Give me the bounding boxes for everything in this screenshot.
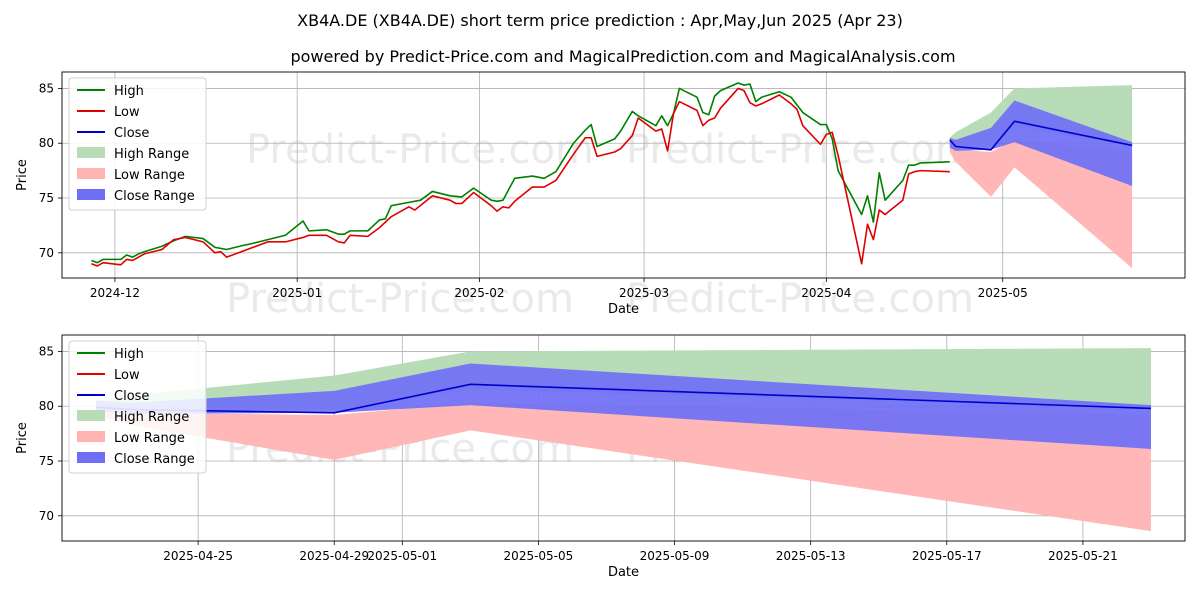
legend-label-close: Close [114, 389, 149, 404]
legend-label-close-range: Close Range [114, 452, 195, 467]
low-series-line [91, 87, 950, 267]
legend-label-low: Low [114, 368, 140, 383]
x-axis-label: Date [608, 302, 639, 317]
legend-label-close-range: Close Range [114, 189, 195, 204]
x-tick-label: 2025-05-17 [912, 549, 982, 563]
plot-frame [61, 334, 1186, 542]
x-tick-label: 2025-05-01 [367, 549, 437, 563]
close-range-band [949, 100, 1133, 186]
legend-label-high-range: High Range [114, 147, 189, 162]
y-tick-label: 70 [39, 246, 54, 260]
x-tick-label: 2025-02 [454, 286, 504, 300]
legend-label-high: High [114, 84, 144, 99]
chart-panel-1: Predict-Price.com Predict-Price.com Predic… [15, 71, 1186, 322]
x-tick-label: 2025-04-29 [299, 549, 369, 563]
legend-swatch-high-range [77, 147, 105, 158]
chart-subtitle: powered by Predict-Price.com and Magical… [290, 47, 955, 66]
y-tick-label: 70 [39, 509, 54, 523]
legend-swatch-low-range [77, 168, 105, 179]
x-tick-label: 2025-05 [978, 286, 1028, 300]
plot-frame [61, 71, 1186, 279]
x-tick-label: 2025-05-09 [640, 549, 710, 563]
legend-swatch-high-range [77, 410, 105, 421]
low-range-band [949, 139, 1133, 269]
y-tick-label: 75 [39, 454, 54, 468]
legend-label-close: Close [114, 126, 149, 141]
watermark-text: Predict-Price.com [226, 276, 574, 322]
watermark-text: Predict-Price.com [626, 127, 974, 173]
y-tick-label: 80 [39, 399, 54, 413]
x-tick-label: 2025-01 [272, 286, 322, 300]
x-tick-label: 2025-05-13 [776, 549, 846, 563]
legend-swatch-close-range [77, 452, 105, 463]
close-range-band [96, 363, 1151, 449]
low-range-band [96, 402, 1151, 532]
legend-swatch-low-range [77, 431, 105, 442]
chart-panel-2: Predict-Price.comPredict-Price.com2025-0… [15, 334, 1186, 580]
watermark-text: Predict-Price.com [246, 127, 594, 173]
close-series-line [949, 120, 1133, 151]
y-tick-label: 80 [39, 136, 54, 150]
x-tick-label: 2025-05-21 [1048, 549, 1118, 563]
legend-swatch-close-range [77, 189, 105, 200]
x-tick-label: 2024-12 [90, 286, 140, 300]
x-tick-label: 2025-03 [619, 286, 669, 300]
x-axis-label: Date [608, 565, 639, 580]
x-tick-label: 2025-04 [801, 286, 851, 300]
legend: High Low Close High Range Low Range Close Ran… [68, 340, 207, 474]
y-tick-label: 75 [39, 191, 54, 205]
y-axis-label: Price [15, 159, 30, 191]
y-axis-label: Price [15, 422, 30, 454]
legend-label-low: Low [114, 105, 140, 120]
y-tick-label: 85 [39, 81, 54, 95]
y-tick-label: 85 [39, 344, 54, 358]
chart-title: XB4A.DE (XB4A.DE) short term price predi… [297, 11, 903, 30]
watermark-text: Predict-Price.com [626, 276, 974, 322]
high-series-line [91, 82, 950, 264]
x-tick-label: 2025-05-05 [504, 549, 574, 563]
legend-label-high-range: High Range [114, 410, 189, 425]
legend: High Low Close High Range Low Range Close Ran… [68, 77, 207, 211]
legend-label-high: High [114, 347, 144, 362]
legend-label-low-range: Low Range [114, 431, 185, 446]
x-tick-label: 2025-04-25 [163, 549, 233, 563]
legend-label-low-range: Low Range [114, 168, 185, 183]
